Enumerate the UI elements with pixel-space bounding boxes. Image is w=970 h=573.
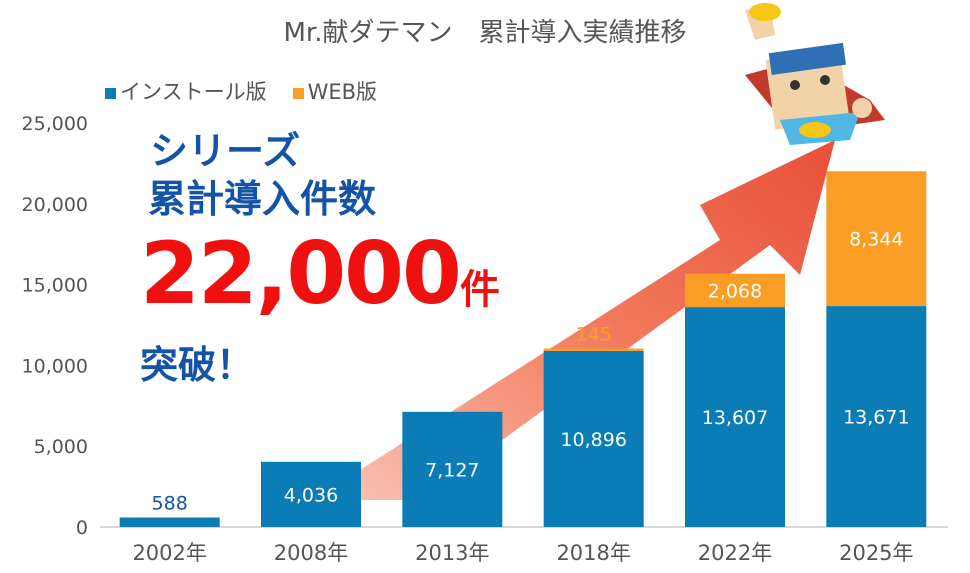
y-tick-label: 10,000 [22, 355, 88, 377]
bar-web [826, 171, 927, 307]
y-tick-label: 20,000 [22, 194, 88, 216]
data-label: 13,671 [843, 407, 909, 429]
x-tick-label: 2025年 [839, 541, 913, 565]
data-label: 4,036 [284, 484, 338, 506]
promo-line2: 累計導入件数 [148, 177, 377, 221]
y-tick-label: 25,000 [22, 113, 88, 135]
x-tick-label: 2022年 [698, 541, 772, 565]
bar-install [261, 461, 361, 527]
legend: インストール版 WEB版 [105, 76, 377, 106]
bar-web [685, 273, 785, 308]
bar-install [402, 411, 503, 527]
y-tick-label: 0 [76, 517, 88, 539]
y-tick-label: 5,000 [34, 436, 88, 458]
bar-install [119, 517, 220, 527]
chart-title: Mr.献ダテマン 累計導入実績推移 [283, 18, 687, 48]
data-label: 10,896 [560, 429, 626, 451]
bar-install [826, 306, 927, 527]
legend-item-web: WEB版 [292, 76, 377, 106]
y-tick-label: 15,000 [22, 275, 88, 297]
data-label: 8,344 [849, 229, 903, 251]
x-tick-label: 2018年 [556, 541, 630, 565]
bar-web [543, 348, 644, 351]
promo-number: 22,000 [140, 224, 462, 324]
x-tick-label: 2008年 [274, 541, 348, 565]
data-label: 7,127 [425, 459, 479, 481]
promo-unit: 件 [459, 267, 500, 313]
data-label: 588 [152, 492, 188, 514]
x-tick-label: 2013年 [415, 541, 489, 565]
promo-line4: 突破！ [140, 343, 255, 387]
bar-install [543, 350, 644, 527]
promo-text: シリーズ 累計導入件数 22,000件 突破！ [140, 128, 500, 390]
bar-install [685, 307, 785, 527]
growth-arrow [355, 140, 835, 500]
mascot-illustration [745, 3, 885, 145]
promo-number-line: 22,000件 [140, 224, 500, 340]
data-label: 145 [576, 324, 612, 346]
legend-item-install: インストール版 [105, 76, 267, 106]
x-tick-label: 2002年 [132, 541, 206, 565]
data-label: 2,068 [708, 280, 762, 302]
promo-line1: シリーズ [150, 129, 301, 173]
data-label: 13,607 [702, 407, 768, 429]
